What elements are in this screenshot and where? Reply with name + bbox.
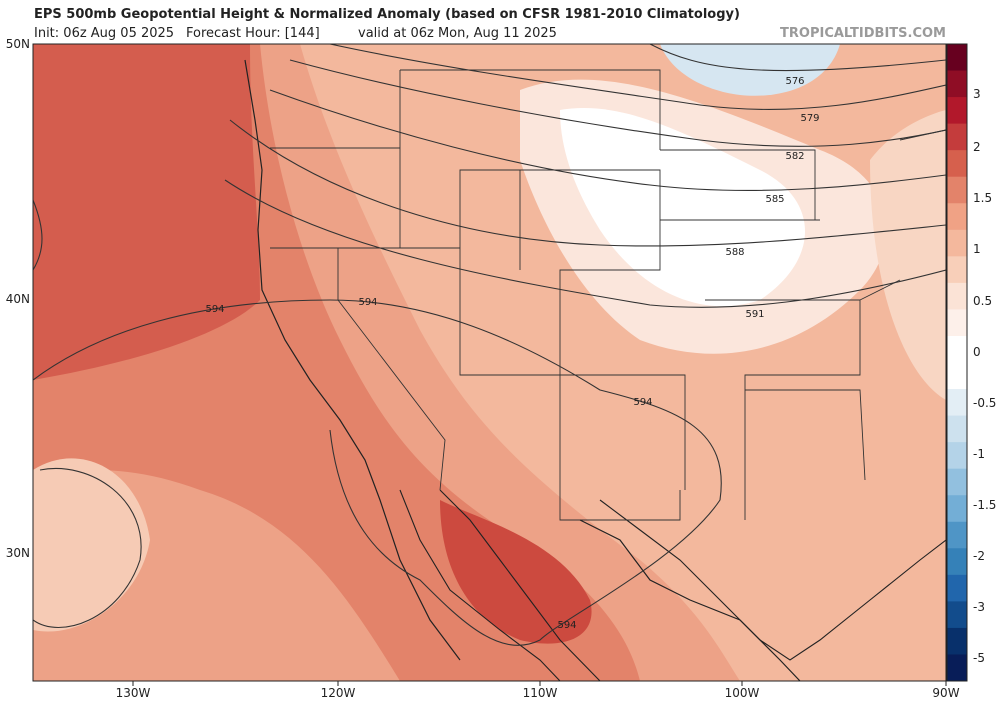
contour-label: 594 xyxy=(205,304,224,315)
colorbar-bin xyxy=(947,150,967,178)
colorbar-label: -0.5 xyxy=(973,396,996,410)
anomaly-band xyxy=(33,44,260,380)
colorbar-label: 1 xyxy=(973,242,981,256)
contour-label: 579 xyxy=(800,113,819,124)
anomaly-band xyxy=(560,108,805,307)
lon-label: 110W xyxy=(523,686,558,700)
colorbar-bin xyxy=(947,389,967,417)
site: TROPICALTIDBITS.COM xyxy=(780,26,946,41)
colorbar-bin xyxy=(947,548,967,576)
lon-label: 130W xyxy=(116,686,151,700)
colorbar-label: 3 xyxy=(973,87,981,101)
colorbar-bin xyxy=(947,442,967,470)
axis-labels: 50N 40N 30N 130W 120W 110W 100W 90W xyxy=(6,37,960,700)
colorbar-label: -1.5 xyxy=(973,498,996,512)
anomaly-band xyxy=(440,500,592,644)
contour-label: 576 xyxy=(785,76,804,87)
lon-label: 90W xyxy=(932,686,959,700)
valid-time: valid at 06z Mon, Aug 11 2025 xyxy=(358,26,557,41)
lon-label: 120W xyxy=(321,686,356,700)
contour-label: 594 xyxy=(633,397,652,408)
contour-label: 585 xyxy=(765,194,784,205)
colorbar-bin xyxy=(947,309,967,337)
colorbar-label: -1 xyxy=(973,447,985,461)
contour-label: 591 xyxy=(745,309,764,320)
colorbar-bin xyxy=(947,574,967,602)
colorbar-bin xyxy=(947,335,967,363)
contour-label-group: 576 579 582 585 588 591 594 594 594 594 xyxy=(205,76,819,631)
anomaly-band xyxy=(33,458,150,632)
colorbar: 3 2 1.5 1 0.5 0 -0.5 -1 -1.5 -2 -3 -5 xyxy=(946,43,996,682)
colorbar-label: -5 xyxy=(973,651,985,665)
colorbar-bin xyxy=(947,495,967,523)
colorbar-bin xyxy=(947,521,967,549)
colorbar-label: 0 xyxy=(973,345,981,359)
colorbar-bin xyxy=(947,282,967,310)
colorbar-bin xyxy=(947,229,967,257)
title: EPS 500mb Geopotential Height & Normaliz… xyxy=(34,7,740,22)
colorbar-bin xyxy=(947,627,967,655)
contour-label: 588 xyxy=(725,247,744,258)
lon-label: 100W xyxy=(725,686,760,700)
colorbar-bin xyxy=(947,468,967,496)
colorbar-frame xyxy=(946,43,968,682)
map xyxy=(33,44,946,681)
contour-label: 582 xyxy=(785,151,804,162)
colorbar-label: -2 xyxy=(973,549,985,563)
lat-label: 40N xyxy=(6,292,30,306)
colorbar-bin xyxy=(947,415,967,443)
colorbar-bin xyxy=(947,601,967,629)
contour-label: 594 xyxy=(358,297,377,308)
colorbar-bin xyxy=(947,203,967,231)
colorbar-label: 1.5 xyxy=(973,191,992,205)
contour-label: 594 xyxy=(557,620,576,631)
colorbar-label: -3 xyxy=(973,600,985,614)
colorbar-bin xyxy=(947,256,967,284)
border xyxy=(579,519,801,681)
colorbar-bin xyxy=(947,97,967,125)
colorbar-label: 0.5 xyxy=(973,294,992,308)
coastline xyxy=(244,59,461,661)
coastline xyxy=(399,489,946,681)
colorbar-bin xyxy=(947,70,967,98)
init: Init: 06z Aug 05 2025 xyxy=(34,26,174,41)
colorbar-bin xyxy=(947,44,967,72)
anomaly-band xyxy=(870,110,946,400)
colorbar-bin xyxy=(947,362,967,390)
colorbar-bin xyxy=(947,654,967,682)
colorbar-bin xyxy=(947,176,967,204)
lat-label: 50N xyxy=(6,37,30,51)
forecast-hour: Forecast Hour: [144] xyxy=(186,26,320,41)
colorbar-bin xyxy=(947,123,967,151)
lat-label: 30N xyxy=(6,546,30,560)
map-frame xyxy=(32,43,947,682)
contours xyxy=(33,44,946,646)
colorbar-label: 2 xyxy=(973,140,981,154)
